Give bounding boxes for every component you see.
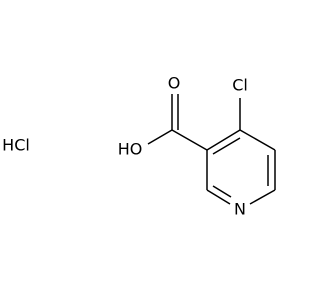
double-bond-inner (212, 137, 241, 155)
bond (206, 189, 231, 205)
atom-label: Cl (232, 76, 248, 95)
bond (171, 129, 208, 151)
atom-label: N (234, 200, 246, 219)
structure-diagram: Cl O HO N HCl (2, 74, 276, 219)
bond (206, 129, 241, 151)
bond (239, 129, 276, 151)
atom-label: O (168, 74, 181, 93)
bonds (147, 94, 276, 205)
double-bond-inner (212, 185, 232, 198)
bond (147, 129, 173, 145)
salt-label: HCl (2, 136, 30, 155)
atom-label: HO (118, 140, 143, 159)
bond (249, 189, 276, 205)
